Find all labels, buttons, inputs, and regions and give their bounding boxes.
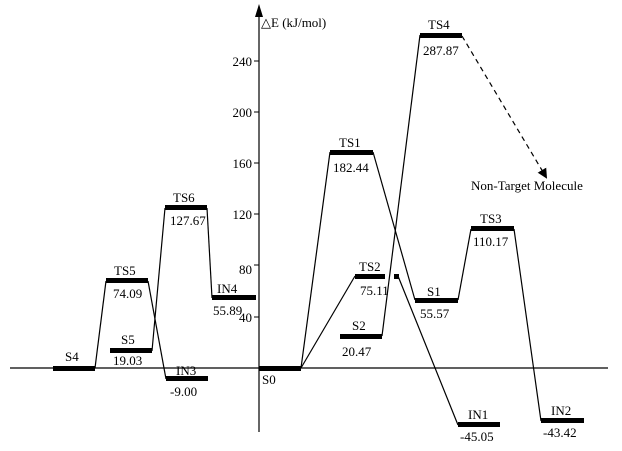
state-value-ts6: 127.67 bbox=[170, 213, 206, 228]
state-names: S4 TS5 S5 IN3 TS6 IN4 S0 TS1 TS2 S2 TS4 … bbox=[65, 17, 571, 422]
tick-label-200: 200 bbox=[233, 105, 253, 120]
state-value-ts3: 110.17 bbox=[473, 234, 509, 249]
state-name-in3: IN3 bbox=[176, 363, 196, 378]
tick-240: 240 bbox=[233, 54, 259, 69]
state-values: 74.09 19.03 -9.00 127.67 55.89 182.44 75… bbox=[113, 43, 577, 444]
state-name-s4: S4 bbox=[65, 349, 79, 364]
state-name-ts2: TS2 bbox=[359, 259, 381, 274]
state-value-ts4: 287.87 bbox=[423, 43, 459, 58]
level-ts2-right bbox=[394, 274, 399, 279]
level-in1 bbox=[458, 422, 500, 427]
level-ts3 bbox=[471, 226, 514, 231]
tick-label-240: 240 bbox=[233, 54, 253, 69]
state-name-in1: IN1 bbox=[468, 407, 488, 422]
state-name-ts6: TS6 bbox=[173, 190, 195, 205]
state-name-s0: S0 bbox=[262, 372, 276, 387]
energy-axis-arrowhead bbox=[255, 4, 263, 17]
connector-s4-ts5 bbox=[94, 280, 107, 369]
state-name-s5: S5 bbox=[121, 332, 135, 347]
level-in3 bbox=[166, 376, 208, 381]
tick-label-160: 160 bbox=[233, 156, 253, 171]
state-value-ts5: 74.09 bbox=[113, 286, 142, 301]
level-ts5 bbox=[106, 278, 148, 283]
connector-ts2-in1 bbox=[397, 275, 459, 426]
tick-80: 80 bbox=[239, 262, 259, 277]
level-s5 bbox=[110, 348, 152, 353]
state-value-s1: 55.57 bbox=[420, 306, 450, 321]
state-name-s1: S1 bbox=[427, 284, 441, 299]
state-name-in2: IN2 bbox=[551, 403, 571, 418]
state-name-ts1: TS1 bbox=[339, 135, 361, 150]
state-value-ts2: 75.11 bbox=[360, 283, 389, 298]
level-ts6 bbox=[165, 205, 207, 210]
connector-ts3-in2 bbox=[513, 228, 542, 422]
state-name-ts5: TS5 bbox=[114, 263, 136, 278]
connector-ts1-s1 bbox=[372, 151, 416, 301]
tick-label-80: 80 bbox=[239, 262, 252, 277]
state-value-in2: -43.42 bbox=[543, 425, 577, 440]
tick-40: 40 bbox=[239, 310, 259, 325]
tick-label-40: 40 bbox=[239, 310, 252, 325]
level-ts1 bbox=[330, 150, 373, 155]
state-name-ts4: TS4 bbox=[428, 17, 450, 32]
state-name-s2: S2 bbox=[352, 318, 366, 333]
level-in4 bbox=[212, 295, 256, 300]
non-target-arrow bbox=[461, 35, 548, 179]
tick-160: 160 bbox=[233, 156, 259, 171]
state-name-in4: IN4 bbox=[217, 281, 238, 296]
connector-s1-ts3 bbox=[457, 228, 472, 301]
connector-ts6-in4 bbox=[206, 207, 213, 299]
state-value-in3: -9.00 bbox=[170, 384, 197, 399]
state-value-in1: -45.05 bbox=[460, 429, 494, 444]
state-value-s2: 20.47 bbox=[342, 344, 372, 359]
state-value-in4: 55.89 bbox=[213, 303, 242, 318]
energy-levels bbox=[53, 33, 584, 427]
tick-120: 120 bbox=[233, 207, 259, 222]
connector-s2-ts4 bbox=[381, 34, 421, 337]
non-target-label: Non-Target Molecule bbox=[471, 178, 583, 193]
state-value-s5: 19.03 bbox=[113, 353, 142, 368]
tick-200: 200 bbox=[233, 105, 259, 120]
state-value-ts1: 182.44 bbox=[333, 160, 369, 175]
level-s4 bbox=[53, 366, 95, 371]
connector-s0-ts2 bbox=[300, 275, 356, 369]
level-s2 bbox=[340, 334, 382, 339]
level-ts4 bbox=[420, 33, 462, 38]
pathway-connectors bbox=[94, 34, 542, 426]
level-ts2-left bbox=[355, 274, 385, 279]
connector-ts5-in3 bbox=[147, 280, 167, 380]
state-name-ts3: TS3 bbox=[480, 211, 502, 226]
energy-axis-label: △E (kJ/mol) bbox=[261, 15, 326, 30]
level-s1 bbox=[415, 298, 458, 303]
connector-s5-ts6 bbox=[151, 207, 166, 352]
level-in2 bbox=[541, 418, 584, 423]
level-s0 bbox=[259, 366, 301, 371]
tick-label-120: 120 bbox=[233, 207, 253, 222]
connector-s0-ts1 bbox=[300, 151, 331, 369]
